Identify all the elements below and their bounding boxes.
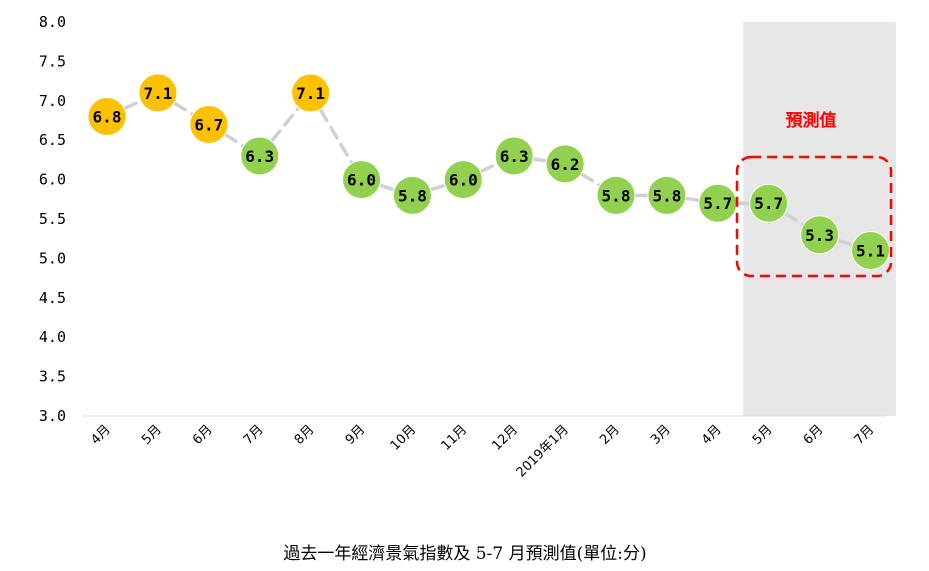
x-category-label: 4月 xyxy=(88,422,114,448)
x-category-label: 10月 xyxy=(388,422,419,453)
x-category-label: 5月 xyxy=(750,422,776,448)
chart-caption: 過去一年經濟景氣指數及 5-7 月預測值(單位:分) xyxy=(283,544,646,564)
y-tick-label: 4.5 xyxy=(39,289,66,307)
data-point-label: 7.1 xyxy=(296,84,325,103)
x-category-label: 4月 xyxy=(699,422,725,448)
x-category-label: 11月 xyxy=(439,422,470,453)
forecast-highlight-box xyxy=(735,155,893,278)
data-point-label: 6.0 xyxy=(347,171,376,190)
data-point-marker xyxy=(291,73,331,113)
data-point-marker xyxy=(851,231,890,271)
x-category-label: 2019年1月 xyxy=(514,422,572,480)
y-tick-label: 8.0 xyxy=(39,13,66,31)
x-category-label: 8月 xyxy=(292,422,318,448)
x-category-label: 3月 xyxy=(648,422,674,448)
y-tick-label: 7.0 xyxy=(39,92,66,110)
data-point-marker xyxy=(494,136,534,176)
data-point-label: 6.8 xyxy=(93,108,122,127)
y-tick-label: 4.0 xyxy=(39,328,66,346)
data-point-marker xyxy=(392,175,432,215)
data-point-marker xyxy=(342,160,381,200)
data-point-label: 5.1 xyxy=(856,242,885,261)
annotation-layer: 預測值 xyxy=(735,110,893,278)
data-point-marker xyxy=(545,144,585,184)
y-tick-label: 5.0 xyxy=(39,249,66,267)
x-category-label: 2月 xyxy=(597,422,623,448)
data-point-marker xyxy=(138,73,178,113)
x-category-label: 7月 xyxy=(241,422,267,448)
x-category-label: 7月 xyxy=(852,422,878,448)
data-point-label: 5.3 xyxy=(805,226,834,245)
y-tick-label: 3.5 xyxy=(39,368,66,386)
data-label-layer: 6.8 7.1 6.7 6.3 7.1 6.0 5.8 6.0 6.3 6.2 5.8 5.8 5.7 5… xyxy=(93,84,885,261)
data-point-label: 5.7 xyxy=(754,194,783,213)
data-point-marker xyxy=(749,183,789,223)
x-category-label: 12月 xyxy=(490,422,521,453)
data-point-label: 7.1 xyxy=(143,84,172,103)
data-point-marker xyxy=(189,104,229,144)
data-point-label: 6.7 xyxy=(194,115,223,134)
data-point-marker xyxy=(240,136,280,176)
y-tick-label: 6.5 xyxy=(39,131,66,149)
data-point-label: 6.3 xyxy=(245,147,274,166)
y-tick-label: 5.5 xyxy=(39,210,66,228)
data-point-marker xyxy=(647,175,687,215)
x-category-label: 9月 xyxy=(343,422,369,448)
data-point-marker xyxy=(596,175,636,215)
data-point-label: 6.3 xyxy=(500,147,529,166)
data-point-label: 5.8 xyxy=(602,186,631,205)
data-point-label: 5.8 xyxy=(398,186,427,205)
forecast-annotation: 預測值 xyxy=(786,110,837,131)
data-point-marker xyxy=(87,97,127,137)
x-category-label: 5月 xyxy=(139,422,165,448)
y-tick-label: 7.5 xyxy=(39,52,66,70)
data-point-label: 6.0 xyxy=(449,171,478,190)
data-point-marker xyxy=(800,215,840,255)
data-point-label: 6.2 xyxy=(551,155,580,174)
x-category-label: 6月 xyxy=(801,422,827,448)
y-tick-label: 6.0 xyxy=(39,171,66,189)
data-point-marker xyxy=(443,160,483,200)
y-tick-label: 3.0 xyxy=(39,407,66,425)
x-category-label: 6月 xyxy=(190,422,216,448)
data-point-label: 5.7 xyxy=(703,194,732,213)
data-point-label: 5.8 xyxy=(652,186,681,205)
